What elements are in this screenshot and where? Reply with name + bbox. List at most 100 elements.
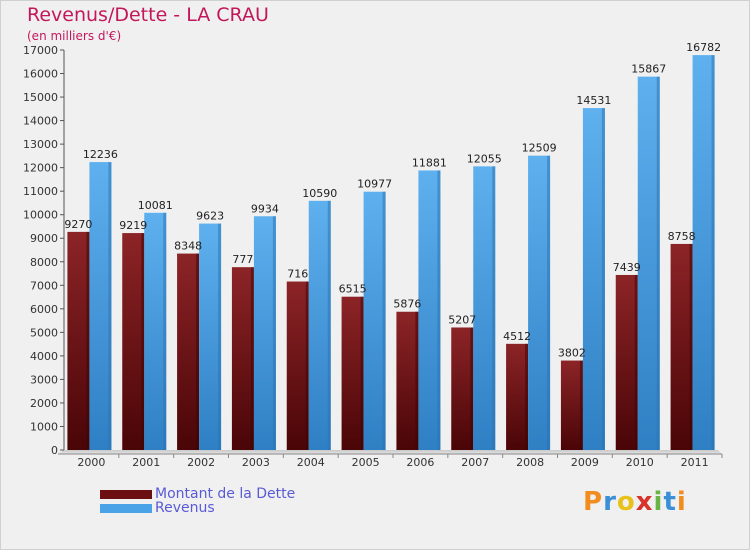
data-label-revenus: 11881	[412, 156, 447, 169]
bar-dette	[286, 281, 309, 450]
bar-edge	[86, 231, 90, 450]
bar-edge	[196, 253, 200, 450]
bar-revenus	[308, 200, 331, 450]
data-label-revenus: 14531	[576, 94, 611, 107]
data-label-dette: 9219	[119, 219, 147, 232]
data-label-revenus: 10081	[138, 199, 173, 212]
data-label-revenus: 10977	[357, 178, 392, 191]
x-tick-label: 2007	[461, 456, 489, 469]
bar-dette	[231, 267, 254, 450]
data-label-revenus: 12509	[522, 142, 557, 155]
data-label-dette: 716	[287, 268, 308, 281]
legend-item-dette: Montant de la Dette	[100, 486, 296, 502]
y-tick-label: 1000	[30, 420, 58, 433]
bar-revenus	[418, 170, 441, 450]
data-label-dette: 9270	[64, 218, 92, 231]
chart-floor	[58, 450, 722, 454]
bar-edge	[547, 155, 551, 450]
bar-edge	[163, 212, 167, 450]
bar-revenus	[582, 108, 605, 450]
x-tick-label: 2001	[132, 456, 160, 469]
bar-edge	[437, 170, 441, 450]
bar-dette	[560, 360, 583, 450]
bar-edge	[634, 274, 638, 450]
bar-dette	[177, 253, 200, 450]
legend-label-dette: Montant de la Dette	[155, 486, 296, 502]
bar-dette	[615, 274, 638, 450]
y-tick-label: 0	[51, 444, 58, 457]
y-tick-label: 17000	[23, 44, 58, 57]
y-tick-label: 13000	[23, 138, 58, 151]
bar-edge	[689, 243, 693, 450]
bar-edge	[218, 223, 222, 450]
bar-edge	[492, 166, 496, 450]
data-label-dette: 5876	[393, 298, 421, 311]
data-label-dette: 7439	[613, 261, 641, 274]
data-label-revenus: 9623	[196, 210, 224, 223]
x-tick-label: 2004	[297, 456, 325, 469]
data-label-revenus: 10590	[302, 187, 337, 200]
x-tick-label: 2002	[187, 456, 215, 469]
y-tick-label: 6000	[30, 303, 58, 316]
y-tick-label: 7000	[30, 279, 58, 292]
y-tick-label: 2000	[30, 397, 58, 410]
chart-title: Revenus/Dette - LA CRAU	[27, 4, 269, 26]
bar-edge	[382, 191, 386, 450]
x-tick-label: 2008	[516, 456, 544, 469]
y-tick-label: 16000	[23, 68, 58, 81]
x-tick-label: 2011	[681, 456, 709, 469]
data-label-dette: 8758	[668, 230, 696, 243]
legend-label-revenus: Revenus	[155, 500, 215, 516]
x-tick-label: 2009	[571, 456, 599, 469]
x-tick-label: 2006	[406, 456, 434, 469]
y-tick-label: 15000	[23, 91, 58, 104]
y-tick-label: 12000	[23, 162, 58, 175]
y-tick-label: 3000	[30, 373, 58, 386]
data-label-revenus: 12055	[467, 152, 502, 165]
data-label-revenus: 16782	[686, 41, 721, 54]
y-tick-label: 14000	[23, 115, 58, 128]
bar-edge	[305, 281, 309, 450]
bar-edge	[579, 360, 583, 450]
x-tick-label: 2005	[352, 456, 380, 469]
bar-dette	[67, 231, 90, 450]
bar-revenus	[473, 166, 496, 450]
bar-edge	[250, 267, 254, 450]
y-tick-label: 5000	[30, 326, 58, 339]
legend-swatch-revenus	[100, 503, 152, 513]
y-tick-label: 9000	[30, 232, 58, 245]
bar-revenus	[199, 223, 222, 450]
data-label-revenus: 9934	[251, 202, 279, 215]
bar-revenus	[253, 216, 276, 450]
bar-dette	[451, 327, 474, 450]
data-label-revenus: 15867	[631, 63, 666, 76]
bar-revenus	[528, 155, 551, 450]
data-label-dette: 6515	[339, 283, 367, 296]
y-tick-label: 4000	[30, 350, 58, 363]
bar-edge	[711, 55, 715, 450]
bar-edge	[470, 327, 474, 450]
y-tick-label: 11000	[23, 185, 58, 198]
bar-edge	[360, 296, 364, 450]
data-label-revenus: 12236	[83, 148, 118, 161]
bar-edge	[272, 216, 276, 450]
y-tick-label: 10000	[23, 209, 58, 222]
bar-edge	[601, 108, 605, 450]
data-label-dette: 5207	[448, 313, 476, 326]
bar-revenus	[692, 55, 715, 450]
bar-revenus	[89, 162, 112, 450]
legend-swatch-dette	[100, 489, 152, 499]
legend-item-revenus: Revenus	[100, 500, 215, 516]
x-tick-label: 2003	[242, 456, 270, 469]
bar-dette	[670, 243, 693, 450]
bar-edge	[656, 76, 660, 451]
bar-revenus	[637, 76, 660, 451]
data-label-dette: 8348	[174, 240, 202, 253]
chart-subtitle: (en milliers d'€)	[27, 29, 122, 43]
bar-edge	[415, 311, 419, 450]
bar-dette	[506, 343, 529, 450]
x-tick-label: 2010	[626, 456, 654, 469]
data-label-dette: 4512	[503, 330, 531, 343]
proxiti-logo: Proxiti	[583, 487, 687, 517]
